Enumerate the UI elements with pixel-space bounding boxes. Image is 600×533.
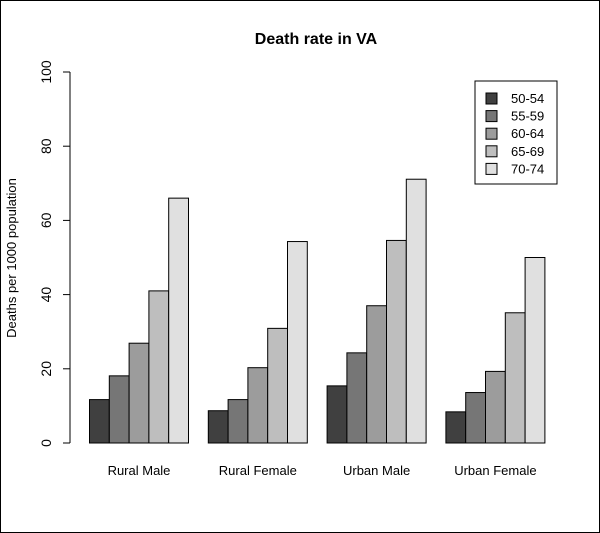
y-tick-label: 60 — [38, 212, 54, 228]
y-tick-label: 40 — [38, 287, 54, 303]
bar-50-54-rural-female — [207, 410, 229, 444]
bar-65-69-rural-female — [267, 327, 289, 444]
legend-label: 70-74 — [511, 161, 544, 176]
bar-70-74-urban-male — [405, 178, 427, 444]
category-labels: Rural Male Rural Female Urban Male Urban Fe… — [108, 463, 537, 478]
legend-label: 55-59 — [511, 109, 544, 124]
bar-60-64-urban-female — [485, 370, 506, 444]
bar-60-64-rural-female — [247, 367, 269, 444]
bar-70-74-rural-male — [168, 197, 189, 444]
legend-label: 65-69 — [511, 144, 544, 159]
legend-swatch — [485, 92, 498, 105]
category-label: Urban Male — [343, 463, 410, 478]
y-axis: 0 20 40 60 80 100 — [38, 60, 71, 447]
bar-65-69-urban-female — [504, 312, 526, 444]
category-label: Rural Female — [219, 463, 297, 478]
legend-swatch — [485, 162, 498, 175]
bar-55-59-urban-male — [346, 352, 368, 444]
legend-label: 50-54 — [511, 91, 544, 106]
bar-65-69-urban-male — [386, 239, 407, 444]
bar-50-54-rural-male — [89, 399, 110, 444]
bar-55-59-urban-female — [465, 392, 487, 444]
bar-70-74-urban-female — [524, 257, 546, 444]
bar-60-64-urban-male — [366, 305, 388, 444]
y-axis-label: Deaths per 1000 population — [4, 178, 19, 338]
bar-55-59-rural-male — [108, 375, 130, 444]
y-tick-label: 100 — [38, 60, 54, 84]
bar-65-69-rural-male — [148, 290, 170, 444]
y-tick-label: 80 — [38, 138, 54, 154]
category-label: Urban Female — [454, 463, 536, 478]
category-label: Rural Male — [108, 463, 171, 478]
bar-50-54-urban-female — [445, 411, 467, 444]
bar-50-54-urban-male — [326, 385, 348, 444]
bars-group — [89, 178, 546, 444]
y-tick-label: 20 — [38, 361, 54, 377]
bar-70-74-rural-female — [287, 241, 308, 444]
chart-title: Death rate in VA — [255, 31, 378, 48]
legend-label: 60-64 — [511, 126, 544, 141]
y-tick-label: 0 — [38, 439, 54, 447]
legend-swatch — [485, 127, 498, 140]
legend: 50-54 55-59 60-64 65-69 70-74 — [474, 80, 558, 185]
bar-55-59-rural-female — [227, 399, 249, 444]
bar-60-64-rural-male — [128, 342, 150, 444]
legend-swatch — [485, 110, 498, 123]
legend-swatch — [485, 145, 498, 158]
